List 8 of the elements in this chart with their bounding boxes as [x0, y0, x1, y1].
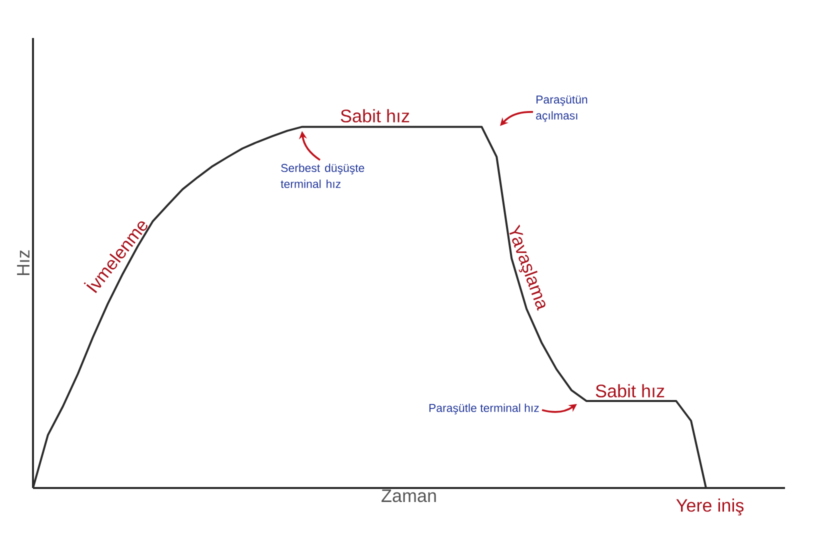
annotation: Serbest düşüşte terminal hız — [280, 164, 364, 188]
x-axis-title: Zaman — [382, 490, 436, 502]
text: Yere iniş — [676, 498, 744, 516]
text: Paraşütün açılması — [536, 96, 588, 122]
annotation: Sabit hız — [596, 384, 664, 398]
text: Sabit hız — [340, 109, 410, 122]
y-axis-title: Hız — [17, 250, 30, 276]
annotation: Paraşütle terminal hız — [429, 404, 539, 414]
